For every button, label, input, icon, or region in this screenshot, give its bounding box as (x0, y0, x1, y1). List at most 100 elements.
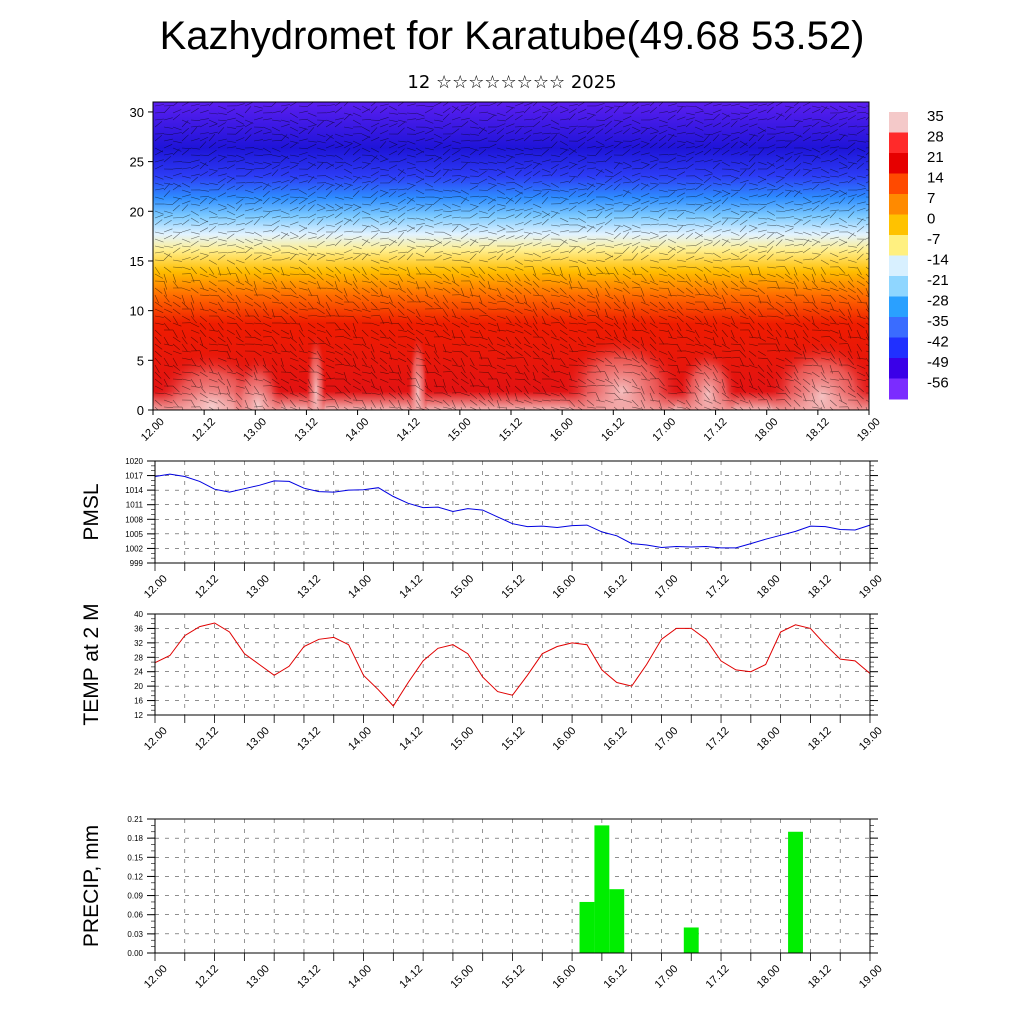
wind-barb (631, 172, 641, 177)
wind-barb (424, 322, 434, 326)
wind-barb (280, 378, 290, 384)
wind-barb (505, 105, 515, 109)
wind-barb (559, 378, 565, 388)
wind-barb (829, 123, 839, 128)
wind-barb (415, 112, 425, 117)
wind-barb (595, 251, 605, 254)
wind-barb (532, 147, 542, 150)
wind-barb (289, 198, 298, 205)
wind-barb (748, 162, 756, 170)
wind-barb (496, 273, 505, 280)
wind-barb (748, 248, 758, 254)
wind-barb (199, 118, 209, 121)
wind-barb (388, 308, 394, 317)
wind-barb (271, 336, 278, 345)
wind-barb (649, 357, 659, 362)
colorbar-swatch (889, 317, 908, 338)
wind-barb (397, 301, 405, 309)
wind-barb (865, 112, 869, 115)
wind-barb (352, 406, 362, 409)
wind-barb (469, 266, 476, 275)
wind-barb (865, 237, 869, 240)
wind-barb (613, 201, 623, 205)
wind-barb (775, 350, 786, 352)
wind-barb (208, 251, 218, 254)
wind-barb (559, 238, 568, 244)
wind-barb (316, 183, 325, 191)
wind-barb (226, 251, 236, 254)
wind-barb (451, 245, 461, 248)
wind-barb (199, 252, 209, 256)
wind-barb (298, 273, 309, 275)
wind-barb (514, 235, 524, 240)
wind-barb (784, 385, 791, 394)
wind-barb (460, 154, 470, 158)
wind-barb (568, 399, 576, 407)
wind-barb (559, 156, 568, 163)
wind-barb (658, 167, 668, 170)
wind-barb (640, 357, 648, 365)
wind-barb (856, 273, 865, 280)
wind-barb (775, 140, 786, 142)
wind-barb (235, 308, 241, 317)
wind-barb (622, 399, 632, 403)
wind-barb (217, 156, 226, 163)
wind-barb (307, 185, 317, 191)
y-tick-label: 40 (134, 610, 143, 619)
wind-barb (478, 385, 488, 388)
wind-barb (379, 280, 387, 288)
wind-barb (469, 329, 479, 334)
wind-barb (442, 223, 452, 226)
wind-barb (559, 105, 569, 110)
wind-barb (847, 378, 852, 388)
wind-barb (811, 175, 821, 179)
wind-barb (370, 171, 379, 177)
wind-barb (766, 116, 776, 121)
colorbar-swatch (889, 112, 908, 133)
wind-barb (199, 220, 209, 226)
wind-barb (604, 168, 614, 174)
wind-barb (244, 247, 253, 254)
wind-barb (613, 378, 620, 387)
wind-barb (838, 110, 848, 114)
wind-barb (406, 217, 416, 220)
wind-barb (532, 315, 538, 325)
wind-barb (343, 364, 353, 367)
wind-barb (406, 197, 414, 205)
wind-barb (487, 238, 497, 242)
wind-barb (496, 102, 503, 107)
wind-barb (271, 102, 277, 107)
wind-barb (730, 120, 738, 128)
wind-barb (586, 314, 597, 317)
wind-barb (775, 364, 785, 369)
wind-barb (595, 222, 605, 226)
wind-barb (244, 378, 252, 386)
wind-barb (334, 343, 343, 350)
wind-barb (190, 308, 195, 318)
wind-barb (523, 357, 529, 367)
wind-barb (766, 224, 777, 226)
wind-barb (847, 315, 853, 324)
wind-barb (523, 308, 533, 312)
wind-barb (352, 378, 361, 385)
wind-barb (703, 350, 713, 355)
wind-barb (793, 203, 803, 206)
wind-barb (568, 357, 578, 362)
wind-barb (550, 385, 560, 388)
wind-barb (199, 371, 208, 378)
wind-barb (433, 119, 443, 122)
wind-barb (235, 371, 245, 377)
wind-barb (253, 405, 264, 408)
wind-barb (568, 343, 574, 353)
wind-barb (703, 133, 714, 136)
wind-barb (568, 308, 572, 318)
wind-barb (757, 134, 765, 142)
wind-barb (217, 315, 224, 324)
wind-barb (532, 294, 543, 297)
wind-barb (514, 364, 520, 373)
wind-barb (721, 161, 731, 167)
wind-barb (154, 406, 159, 410)
wind-barb (163, 210, 173, 214)
wind-barb (676, 399, 686, 405)
wind-barb (838, 105, 848, 111)
